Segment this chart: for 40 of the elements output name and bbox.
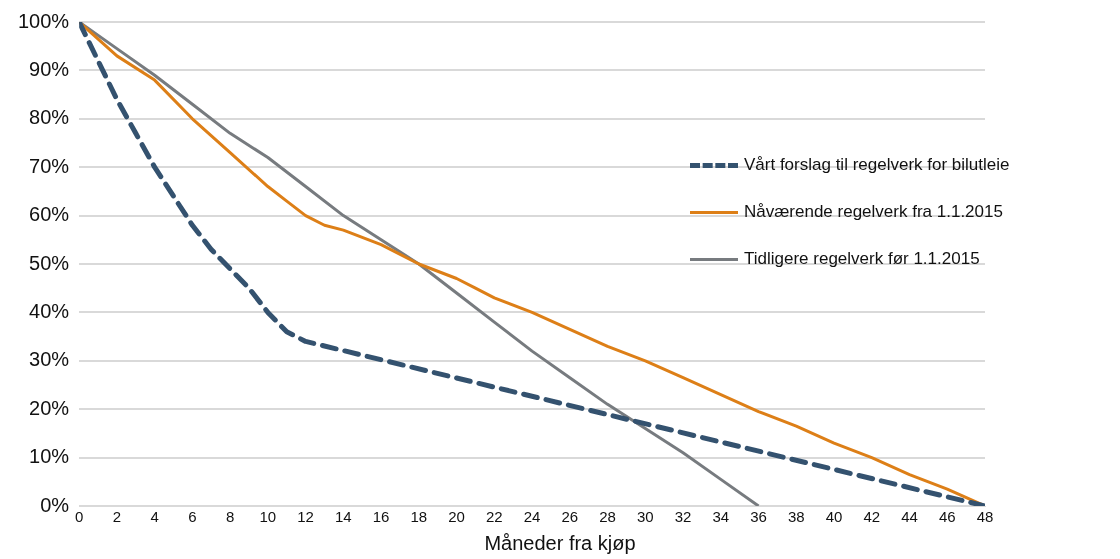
x-tick-label: 22 (485, 508, 503, 526)
y-tick-label: 0% (40, 493, 70, 516)
x-tick-label: 6 (188, 508, 197, 526)
x-tick-label: 34 (712, 508, 730, 526)
y-tick-label: 80% (29, 106, 70, 129)
x-tick-label: 24 (523, 508, 541, 526)
x-tick-label: 42 (863, 508, 881, 526)
x-tick-label: 10 (259, 508, 277, 526)
x-tick-label: 46 (938, 508, 956, 526)
x-tick-label: 40 (825, 508, 843, 526)
y-tick-label: 100% (18, 9, 70, 32)
legend-label: Nåværende regelverk fra 1.1.2015 (744, 202, 1003, 222)
x-axis-title: Måneder fra kjøp (483, 532, 637, 555)
x-tick-label: 14 (335, 508, 352, 526)
x-tick-label: 48 (976, 508, 994, 526)
y-tick-label: 30% (29, 348, 70, 371)
x-tick-label: 20 (448, 508, 465, 526)
x-tick-label: 12 (297, 508, 314, 526)
x-tick-label: 30 (636, 508, 654, 526)
x-tick-label: 0 (74, 508, 84, 526)
y-tick-label: 50% (29, 251, 70, 274)
x-tick-label: 38 (787, 508, 805, 526)
x-tick-label: 2 (112, 508, 122, 526)
x-tick-label: 44 (901, 508, 918, 526)
x-tick-label: 8 (225, 508, 235, 526)
x-tick-label: 4 (150, 508, 159, 526)
x-tick-label: 18 (410, 508, 428, 526)
y-tick-label: 70% (29, 154, 70, 177)
legend-label: Vårt forslag til regelverk for bilutleie (744, 155, 1010, 175)
legend-label: Tidligere regelverk før 1.1.2015 (744, 249, 980, 269)
x-tick-label: 16 (372, 508, 390, 526)
x-tick-label: 26 (561, 508, 579, 526)
x-tick-label: 28 (599, 508, 616, 526)
y-tick-label: 90% (29, 57, 70, 80)
y-tick-label: 60% (29, 203, 70, 226)
y-tick-label: 40% (29, 299, 70, 322)
y-tick-label: 10% (29, 445, 70, 468)
y-tick-label: 20% (29, 396, 70, 419)
x-tick-label: 32 (674, 508, 692, 526)
x-tick-label: 36 (750, 508, 767, 526)
